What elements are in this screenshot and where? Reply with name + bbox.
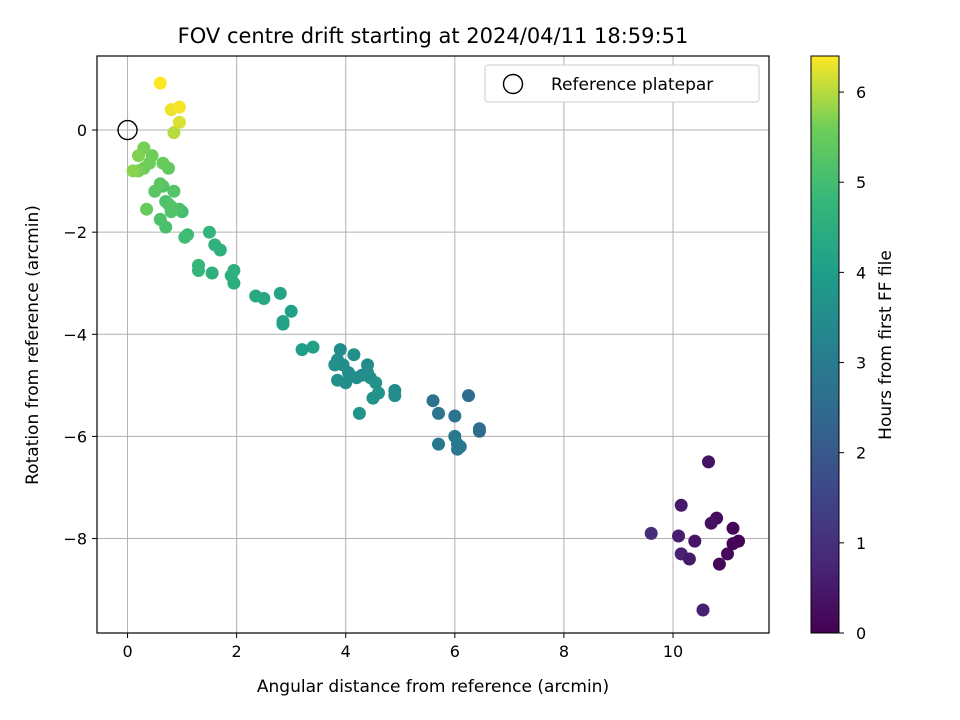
x-tick-label: 6: [450, 642, 460, 661]
y-tick-label: −8: [63, 530, 87, 549]
data-point: [696, 603, 710, 617]
data-point: [388, 389, 402, 403]
data-point: [462, 389, 475, 403]
data-point: [167, 126, 181, 140]
y-tick-label: −2: [63, 223, 87, 242]
x-tick-label: 4: [341, 642, 351, 661]
colorbar: Hours from first FF file 0 1 2 3 4 5 6: [810, 55, 896, 643]
data-point: [721, 547, 734, 561]
data-point: [164, 200, 178, 214]
reference-platepar-marker: [117, 119, 138, 141]
y-tick-label: −6: [63, 427, 87, 446]
data-point: [153, 76, 167, 90]
colorbar-tick-label: 3: [856, 354, 866, 373]
colorbar-label: Hours from first FF file: [876, 250, 896, 440]
data-point: [156, 156, 170, 170]
x-axis: 0 2 4 6 8 10: [122, 633, 683, 661]
data-point: [350, 371, 364, 385]
data-point: [451, 442, 464, 456]
data-point: [726, 537, 740, 551]
data-point: [644, 526, 658, 540]
data-points: [117, 76, 745, 617]
x-axis-label: Angular distance from reference (arcmin): [257, 677, 609, 697]
y-tick-label: 0: [77, 121, 87, 140]
colorbar-tick-label: 6: [856, 83, 866, 102]
colorbar-tick-label: 5: [856, 173, 866, 192]
x-tick-label: 0: [122, 642, 132, 661]
x-tick-label: 2: [232, 642, 242, 661]
data-point: [145, 149, 159, 163]
data-point: [306, 340, 320, 354]
data-point: [672, 529, 685, 543]
colorbar-tick-label: 4: [856, 263, 866, 282]
legend-marker-reference: [502, 73, 524, 95]
data-point: [674, 498, 688, 512]
data-point: [712, 557, 726, 571]
data-point: [472, 424, 486, 438]
data-point: [202, 225, 216, 239]
data-point: [153, 212, 167, 226]
data-point: [284, 304, 298, 318]
data-point: [249, 289, 263, 303]
data-point: [205, 266, 219, 280]
x-tick-label: 8: [559, 642, 569, 661]
legend-box: [484, 64, 760, 103]
data-point: [227, 276, 241, 290]
colorbar-tick-label: 1: [856, 534, 866, 553]
data-point: [448, 409, 462, 423]
data-point: [172, 115, 186, 129]
data-point: [132, 149, 145, 163]
data-point: [432, 437, 445, 451]
colorbar-bar: [810, 55, 840, 634]
data-point: [688, 534, 702, 548]
data-point: [702, 455, 715, 469]
data-point: [192, 264, 205, 277]
data-point: [172, 100, 186, 114]
colorbar-tick-label: 2: [856, 444, 866, 463]
data-point: [328, 358, 342, 372]
y-axis-label: Rotation from reference (arcmin): [23, 205, 43, 485]
data-point: [704, 516, 718, 530]
colorbar-tick-label: 0: [856, 624, 866, 643]
x-tick-label: 10: [663, 642, 683, 661]
data-point: [361, 366, 374, 380]
data-point: [366, 391, 380, 405]
data-point: [295, 343, 309, 357]
data-point: [339, 376, 353, 390]
y-tick-label: −4: [63, 325, 87, 344]
data-point: [682, 552, 696, 566]
data-point: [432, 406, 445, 420]
legend-label-reference: Reference platepar: [551, 75, 713, 95]
data-point: [347, 348, 361, 362]
grid-lines: [97, 56, 769, 633]
legend: Reference platepar: [484, 64, 760, 103]
data-point: [426, 394, 440, 408]
data-point: [178, 230, 192, 244]
data-point: [126, 164, 140, 178]
data-point: [153, 177, 167, 191]
plot-frame: [96, 55, 770, 634]
data-point: [333, 343, 347, 357]
data-point: [273, 286, 287, 300]
data-point: [726, 521, 740, 535]
data-point: [167, 184, 181, 198]
data-point: [276, 315, 290, 328]
chart-title: FOV centre drift starting at 2024/04/11 …: [178, 24, 689, 48]
y-axis: 0 −2 −4 −6 −8: [63, 121, 97, 549]
data-point: [352, 406, 366, 420]
data-point: [140, 202, 154, 216]
data-point: [208, 238, 222, 252]
